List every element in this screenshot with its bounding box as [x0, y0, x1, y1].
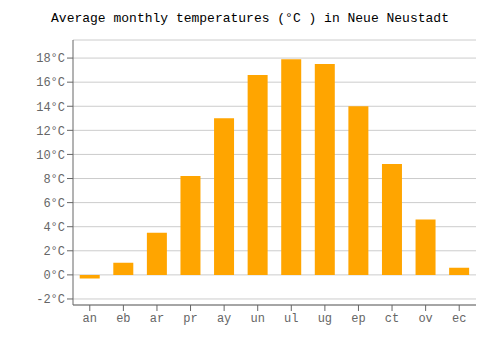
svg-text:12°C: 12°C: [36, 125, 65, 139]
svg-text:6°C: 6°C: [43, 197, 65, 211]
svg-text:eb: eb: [116, 312, 130, 326]
html-text:Average monthly temperatures (: Average monthly temperatures (°C ) in Ne…: [51, 11, 449, 26]
svg-text:ul: ul: [284, 312, 298, 326]
svg-text:18°C: 18°C: [36, 52, 65, 66]
svg-text:an: an: [83, 312, 97, 326]
svg-text:16°C: 16°C: [36, 76, 65, 90]
svg-text:ar: ar: [150, 312, 164, 326]
svg-text:0°C: 0°C: [43, 269, 65, 283]
svg-text:ay: ay: [217, 312, 231, 326]
svg-text:10°C: 10°C: [36, 149, 65, 163]
svg-text:ep: ep: [351, 312, 365, 326]
svg-text:ct: ct: [385, 312, 399, 326]
svg-text:8°C: 8°C: [43, 173, 65, 187]
svg-text:14°C: 14°C: [36, 101, 65, 115]
svg-text:ec: ec: [452, 312, 466, 326]
svg-text:-2°C: -2°C: [36, 293, 65, 307]
svg-text:un: un: [251, 312, 265, 326]
svg-text:pr: pr: [183, 312, 197, 326]
svg-text:2°C: 2°C: [43, 245, 65, 259]
svg-text:ug: ug: [318, 312, 332, 326]
svg-text:ov: ov: [418, 312, 432, 326]
svg-text:4°C: 4°C: [43, 221, 65, 235]
